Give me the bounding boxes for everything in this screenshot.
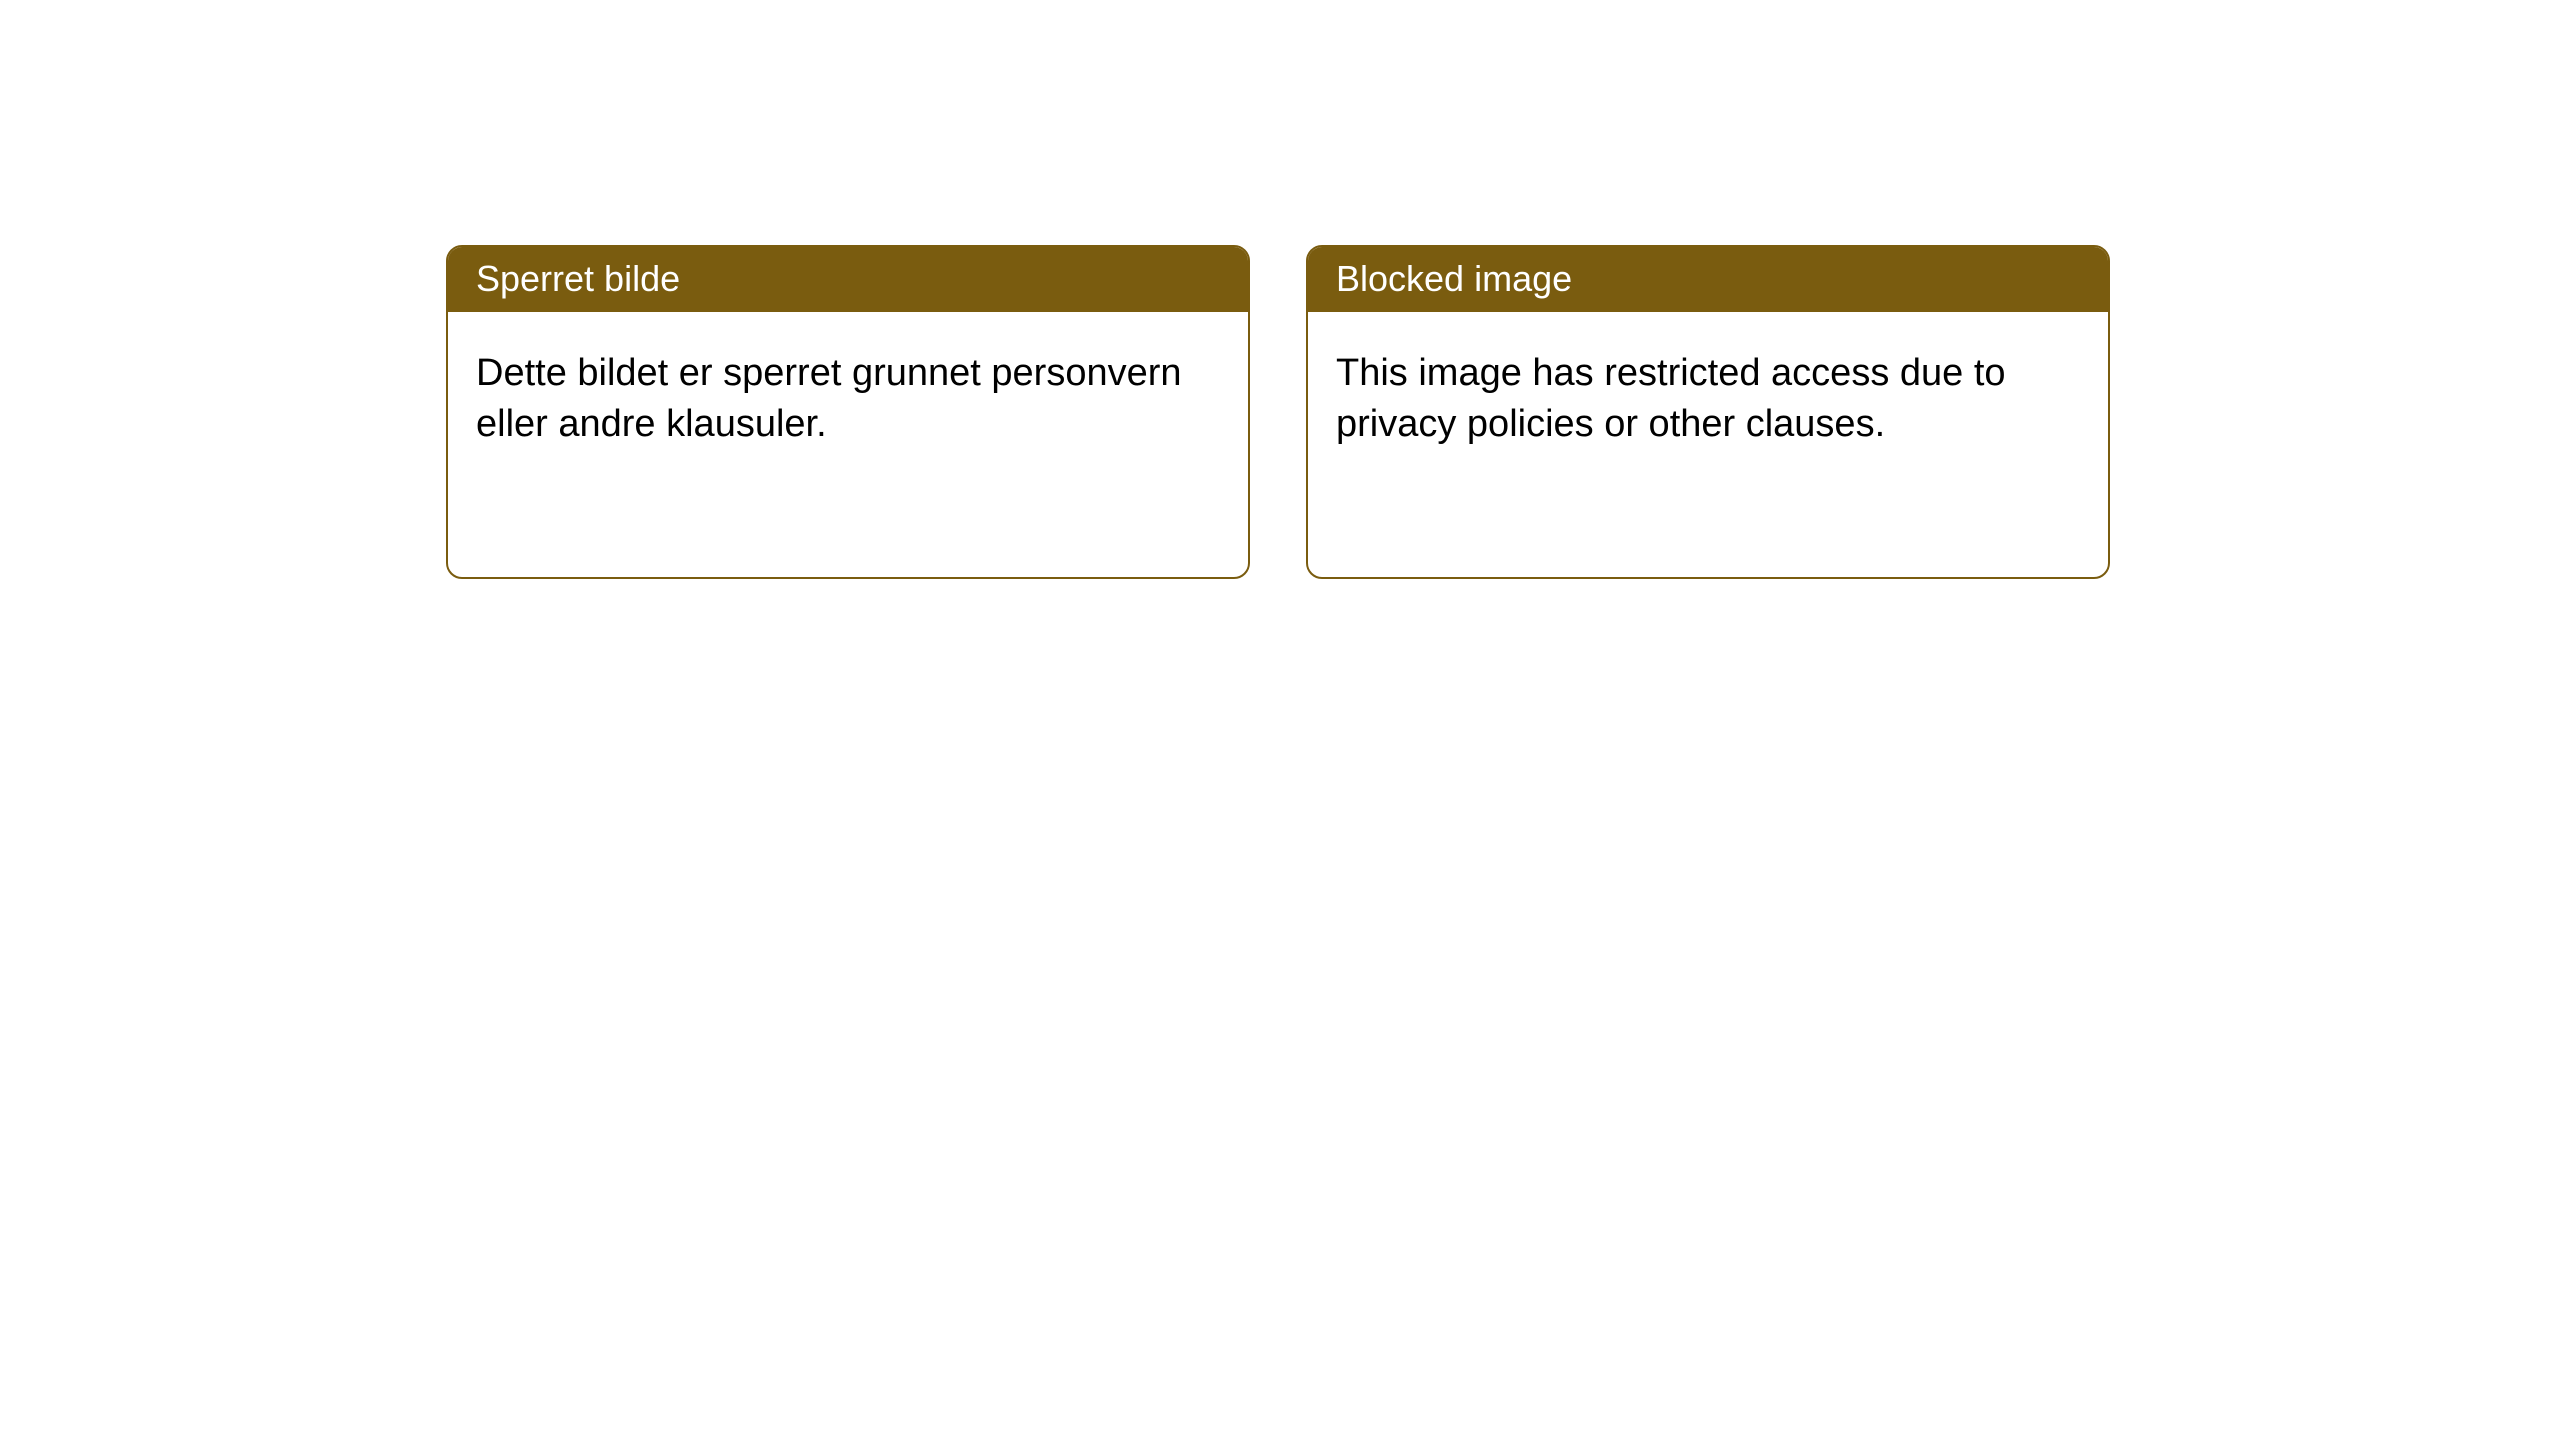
card-header: Blocked image <box>1308 247 2108 312</box>
blocked-image-card-no: Sperret bilde Dette bildet er sperret gr… <box>446 245 1250 579</box>
card-body-text: Dette bildet er sperret grunnet personve… <box>476 352 1182 445</box>
card-body: Dette bildet er sperret grunnet personve… <box>448 312 1248 487</box>
card-body: This image has restricted access due to … <box>1308 312 2108 487</box>
blocked-image-card-en: Blocked image This image has restricted … <box>1306 245 2110 579</box>
card-title: Blocked image <box>1336 258 1572 299</box>
card-title: Sperret bilde <box>476 258 680 299</box>
card-body-text: This image has restricted access due to … <box>1336 352 2006 445</box>
notice-container: Sperret bilde Dette bildet er sperret gr… <box>446 245 2110 579</box>
card-header: Sperret bilde <box>448 247 1248 312</box>
